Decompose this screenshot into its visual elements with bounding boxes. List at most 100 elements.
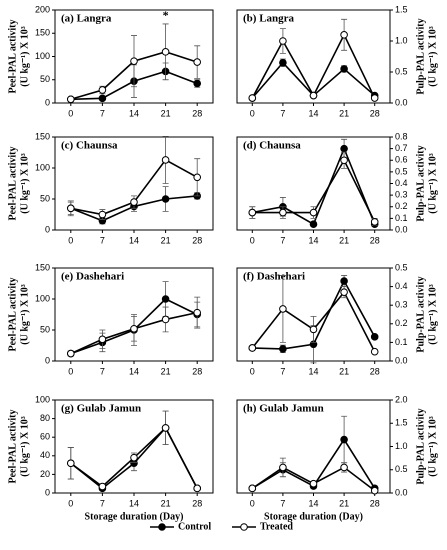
y-axis-label: Peel-PAL activity [7,20,18,94]
y-tick-label: 0.0 [395,355,408,365]
y-tick-label: 0.0 [395,487,408,497]
y-axis-label: Pulp-PAL activity [415,18,426,94]
y-axis-label: Peel-PAL activity [7,278,18,352]
y-tick-label: 0.8 [395,131,408,141]
data-point [98,86,107,94]
panel-title: (e) Dashehari [61,271,124,283]
y-axis-label: Peel-PAL activity [7,410,18,484]
data-point [309,208,318,217]
data-point [130,453,138,462]
data-point [248,208,257,217]
panel-title: (d) Chaunsa [243,140,301,152]
y-tick-label: 200 [35,4,50,14]
y-axis-label: Pulp-PAL activity [415,408,426,484]
panel-title: (c) Chaunsa [61,140,118,152]
y-tick-label: 60 [40,432,50,442]
x-tick-label: 21 [339,498,349,508]
y-axis-label: Peel-PAL activity [7,147,18,221]
x-tick-label: 7 [100,498,105,508]
data-point [98,482,107,491]
legend-label: Control [178,521,211,532]
data-point [193,484,201,493]
data-point [340,277,348,285]
legend-label: Treated [260,521,293,532]
x-tick-label: 21 [339,366,349,376]
panel-title: (g) Gulab Jamun [61,403,141,415]
y-tick-label: 0.3 [395,190,408,200]
y-tick-label: 100 [35,394,50,404]
x-tick-label: 21 [161,108,171,118]
data-point [67,459,75,468]
y-axis-label: (U kg⁻¹) X 10³ [19,416,30,476]
x-tick-label: 21 [161,235,171,245]
panel-title: (a) Langra [61,13,112,25]
data-point [67,204,75,213]
x-tick-label: 28 [192,498,202,508]
data-point [161,315,170,324]
x-tick-label: 14 [308,235,318,245]
data-point [370,218,379,226]
y-axis-label: Pulp-PAL activity [415,145,426,221]
data-point [370,347,379,356]
data-point [279,58,287,67]
y-tick-label: 0.5 [395,262,408,272]
y-tick-label: 0.7 [395,143,408,153]
x-tick-label: 7 [280,108,285,118]
data-point [370,333,379,341]
y-axis-label: (U kg⁻¹) X 10³ [427,284,438,344]
data-point [161,48,170,56]
y-axis-label: Pulp-PAL activity [415,276,426,352]
x-axis-label: Storage duration (Day) [85,511,184,522]
data-point [193,58,201,66]
data-point [161,424,170,432]
x-tick-label: 0 [68,108,73,118]
y-tick-label: 150 [35,131,50,141]
data-point [309,91,318,100]
data-point [340,435,348,444]
y-tick-label: 0 [45,224,50,234]
y-tick-label: 0.5 [395,464,408,474]
data-point [248,344,257,352]
y-tick-label: 0.1 [395,337,408,347]
y-tick-label: 100 [35,162,50,172]
x-tick-label: 28 [370,498,380,508]
y-axis-label: (U kg⁻¹) X 10³ [19,153,30,213]
x-tick-label: 21 [339,235,349,245]
y-tick-label: 1.0 [395,35,408,45]
y-tick-label: 0.5 [395,66,408,76]
x-tick-label: 0 [68,235,73,245]
x-tick-label: 7 [280,498,285,508]
panel-title: (b) Langra [243,13,295,25]
data-point [98,335,107,344]
x-tick-label: 7 [100,108,105,118]
y-tick-label: 0 [45,487,50,497]
y-axis-label: (U kg⁻¹) X 10³ [19,284,30,344]
data-point [130,198,138,206]
data-point [370,486,379,495]
y-tick-label: 50 [40,324,50,334]
x-tick-label: 28 [192,108,202,118]
x-tick-label: 7 [280,235,285,245]
y-tick-label: 0 [45,355,50,365]
data-point [193,79,201,88]
y-tick-label: 40 [40,450,50,460]
y-tick-label: 1.0 [395,441,408,451]
y-tick-label: 0.1 [395,213,408,223]
panel-title: (h) Gulab Jamun [243,403,324,415]
y-axis-label: (U kg⁻¹) X 10³ [19,26,30,86]
x-tick-label: 0 [250,235,255,245]
x-tick-label: 28 [370,235,380,245]
y-tick-label: 0.5 [395,166,408,176]
y-tick-label: 50 [40,193,50,203]
x-tick-label: 14 [129,366,139,376]
y-axis-label: (U kg⁻¹) X 10³ [427,416,438,476]
x-tick-label: 14 [308,498,318,508]
data-point [279,463,287,472]
data-point [279,305,287,313]
data-point [161,295,170,303]
x-tick-label: 7 [280,366,285,376]
data-point [340,463,348,472]
y-tick-label: 0.2 [395,201,408,211]
data-point [340,144,348,153]
